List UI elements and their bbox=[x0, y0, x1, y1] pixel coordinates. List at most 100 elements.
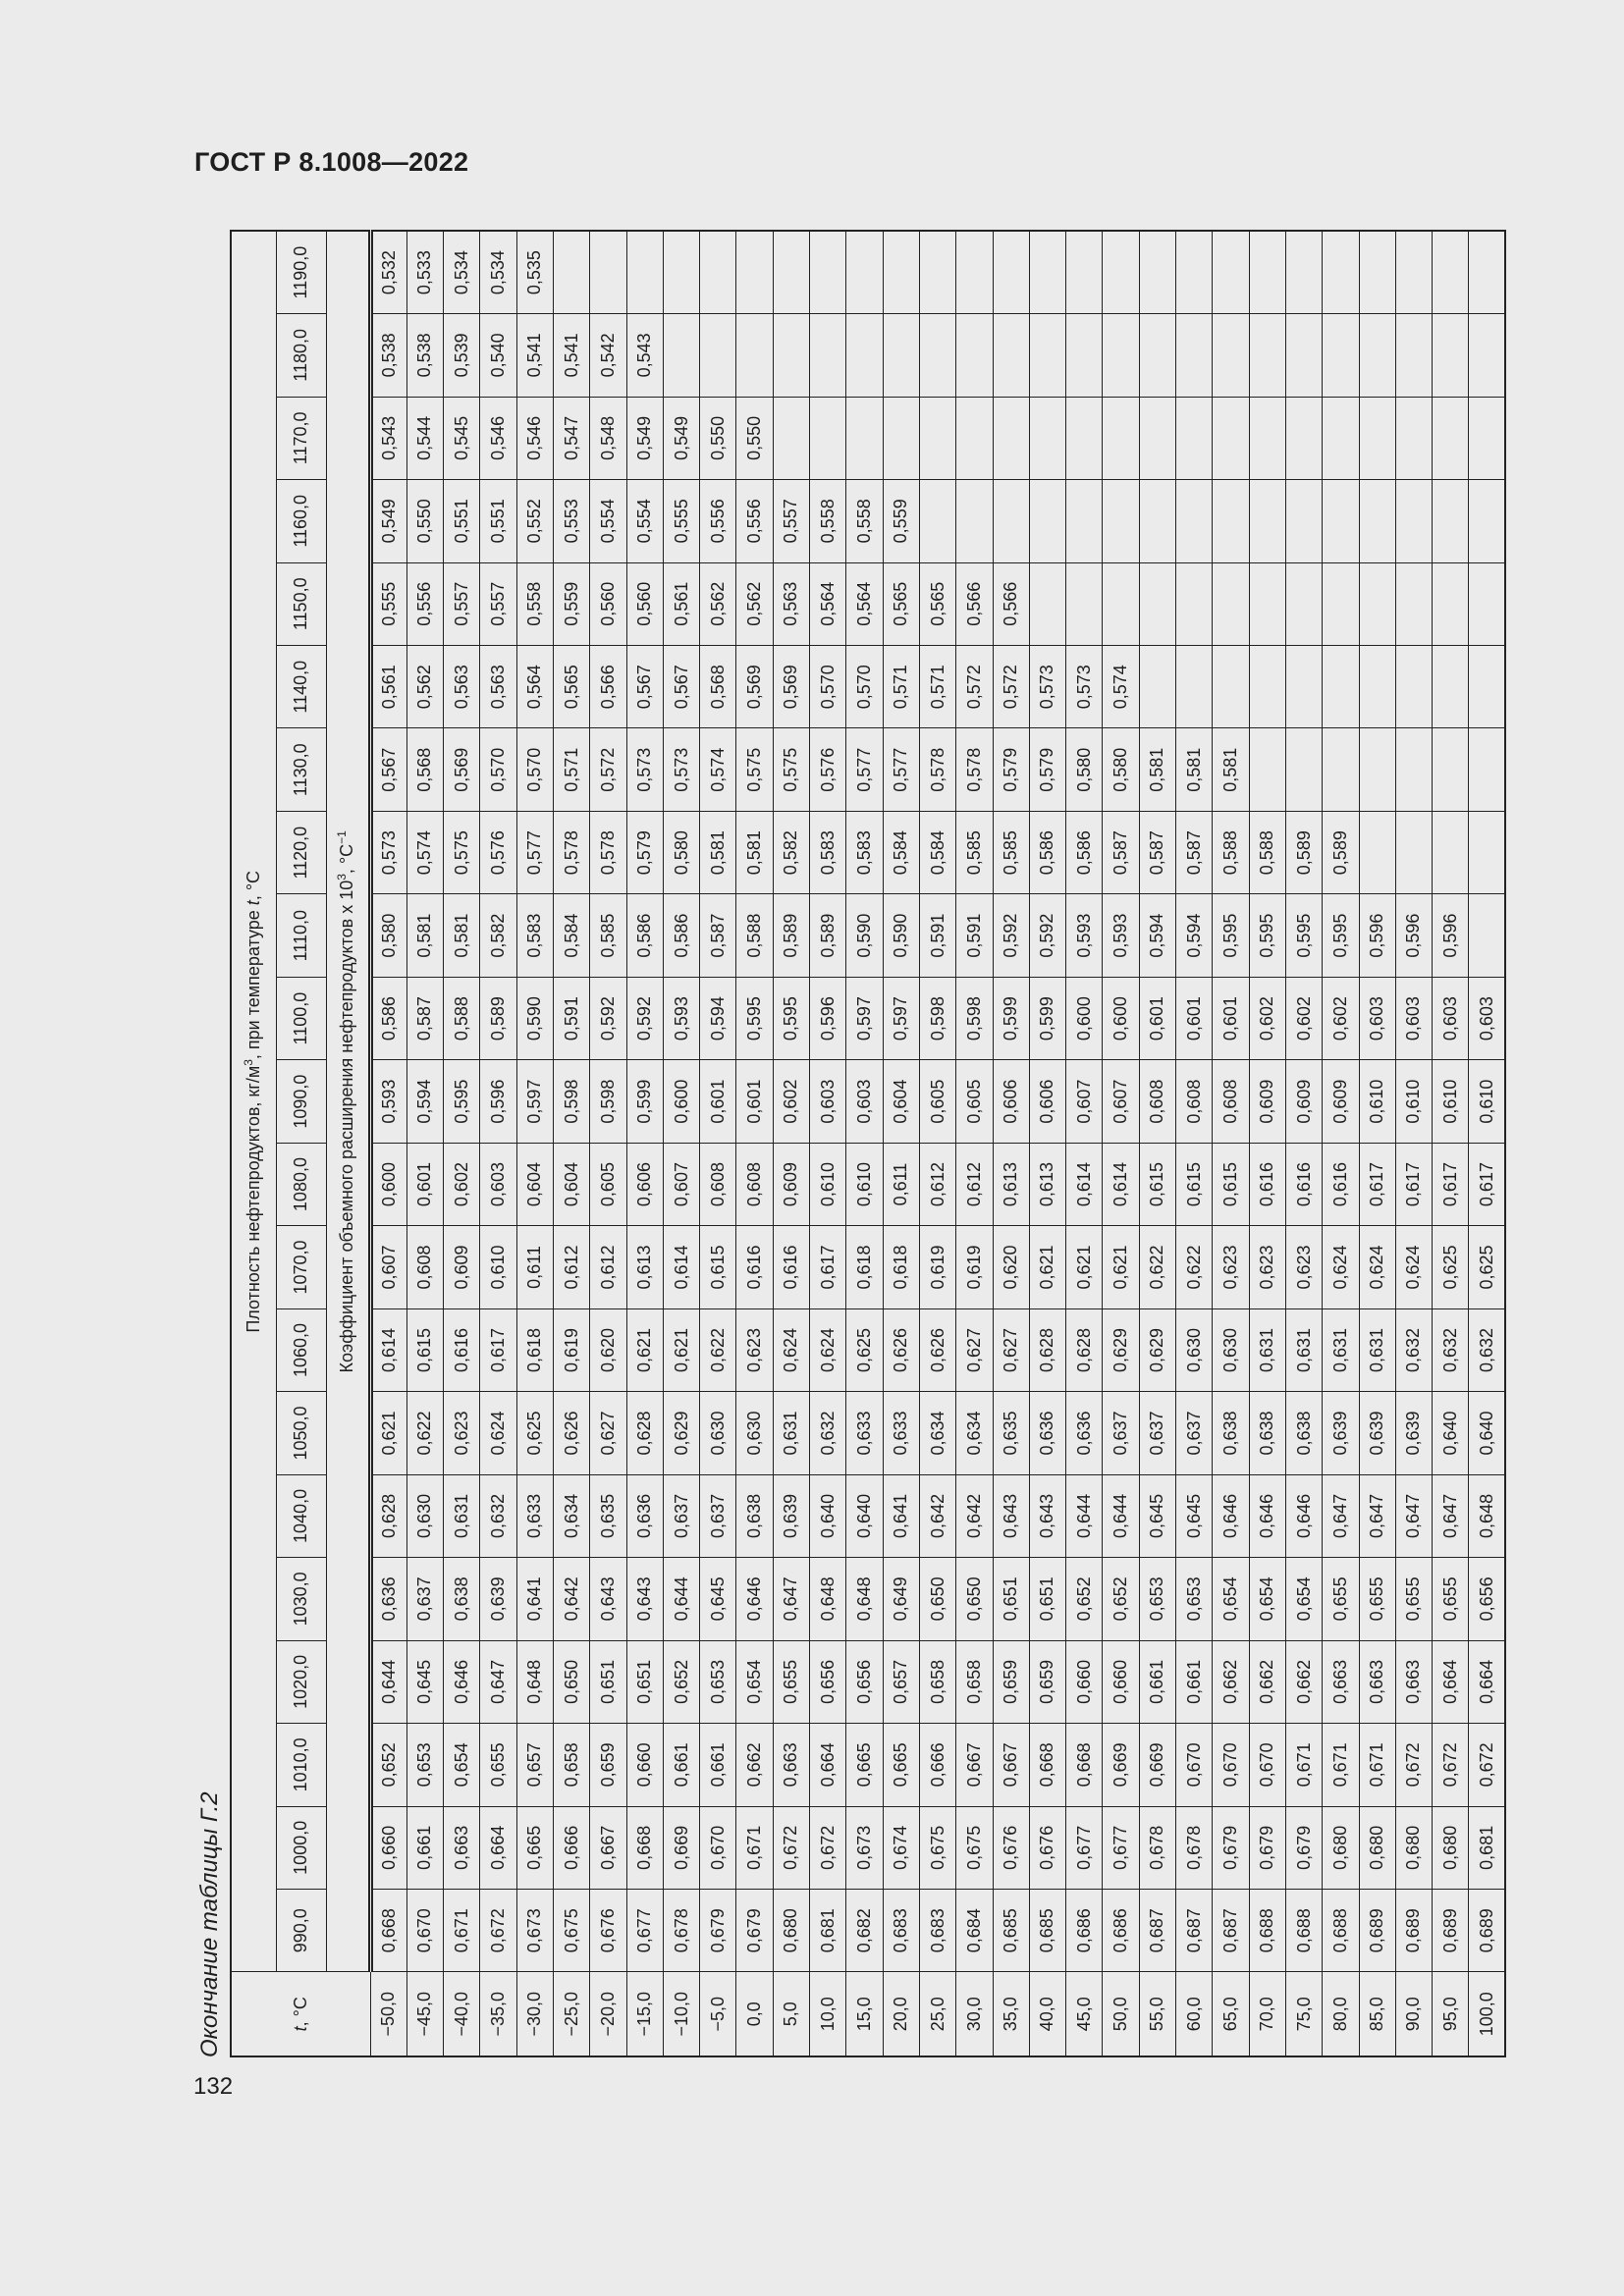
coefficient-cell: 0,632 bbox=[1432, 1308, 1469, 1392]
coefficient-cell: 0,609 bbox=[773, 1143, 810, 1226]
coefficient-cell: 0,563 bbox=[479, 645, 517, 728]
coefficient-cell: 0,645 bbox=[1139, 1474, 1176, 1558]
coefficient-cell: 0,647 bbox=[1322, 1474, 1360, 1558]
coefficient-cell: 0,571 bbox=[919, 645, 956, 728]
data-table: t, °C Плотность нефтепродуктов, кг/м3, п… bbox=[230, 230, 1507, 2057]
empty-cell bbox=[1139, 397, 1176, 480]
temperature-cell: 45,0 bbox=[1065, 1972, 1103, 2056]
coefficient-cell: 0,605 bbox=[589, 1143, 627, 1226]
coefficient-cell: 0,678 bbox=[1139, 1806, 1176, 1890]
temperature-cell: −25,0 bbox=[553, 1972, 590, 2056]
density-column-label: 1050,0 bbox=[276, 1391, 326, 1475]
temperature-cell: −40,0 bbox=[443, 1972, 480, 2056]
coefficient-cell: 0,660 bbox=[626, 1723, 664, 1807]
empty-cell bbox=[1212, 562, 1250, 646]
coefficient-cell: 0,612 bbox=[589, 1225, 627, 1309]
coefficient-cell: 0,580 bbox=[663, 811, 700, 894]
coefficient-cell: 0,580 bbox=[1065, 727, 1103, 812]
coefficient-cell: 0,592 bbox=[626, 977, 664, 1060]
coefficient-cell: 0,616 bbox=[1249, 1143, 1286, 1226]
coefficient-cell: 0,607 bbox=[1102, 1059, 1140, 1144]
coefficient-cell: 0,644 bbox=[1065, 1474, 1103, 1558]
coefficient-cell: 0,681 bbox=[809, 1889, 846, 1972]
coefficient-cell: 0,672 bbox=[809, 1806, 846, 1890]
empty-cell bbox=[1102, 313, 1140, 398]
coefficient-cell: 0,597 bbox=[845, 977, 884, 1060]
coefficient-cell: 0,588 bbox=[735, 893, 774, 978]
coefficient-cell: 0,647 bbox=[1359, 1474, 1396, 1558]
coefficient-cell: 0,581 bbox=[699, 811, 736, 894]
temperature-cell: 60,0 bbox=[1175, 1972, 1213, 2056]
coefficient-cell: 0,662 bbox=[1249, 1640, 1286, 1724]
coefficient-cell: 0,608 bbox=[735, 1143, 774, 1226]
coefficient-cell: 0,533 bbox=[406, 231, 444, 314]
table-row: 5,0 0,680 0,672 0,663 0,655 0,647 0,639 0,631 0,… bbox=[773, 231, 810, 2056]
coefficient-cell: 0,650 bbox=[955, 1557, 994, 1641]
coefficient-cell: 0,616 bbox=[735, 1225, 774, 1309]
coefficient-cell: 0,561 bbox=[663, 562, 700, 646]
coefficient-cell: 0,657 bbox=[516, 1723, 554, 1807]
temperature-cell: 90,0 bbox=[1395, 1972, 1433, 2056]
coefficient-cell: 0,648 bbox=[809, 1557, 846, 1641]
coefficient-cell: 0,566 bbox=[589, 645, 627, 728]
coefficient-cell: 0,650 bbox=[553, 1640, 590, 1724]
coefficient-cell: 0,628 bbox=[1029, 1308, 1066, 1392]
empty-cell bbox=[1432, 313, 1469, 398]
coefficient-cell: 0,639 bbox=[1322, 1391, 1360, 1475]
table-row: 55,0 0,687 0,678 0,669 0,661 0,653 0,645 0,637 0… bbox=[1139, 231, 1176, 2056]
empty-cell bbox=[1212, 313, 1250, 398]
coefficient-cell: 0,677 bbox=[1102, 1806, 1140, 1890]
coefficient-cell: 0,617 bbox=[1395, 1143, 1433, 1226]
coefficient-cell: 0,613 bbox=[993, 1143, 1030, 1226]
table-row: 15,0 0,682 0,673 0,665 0,656 0,648 0,640 0,633 0… bbox=[845, 231, 884, 2056]
table-row: 90,0 0,689 0,680 0,672 0,663 0,655 0,647 0,639 0… bbox=[1395, 231, 1433, 2056]
coefficient-cell: 0,667 bbox=[993, 1723, 1030, 1807]
temperature-cell: 35,0 bbox=[993, 1972, 1030, 2056]
coefficient-cell: 0,590 bbox=[516, 977, 554, 1060]
coefficient-cell: 0,631 bbox=[443, 1474, 480, 1558]
temperature-cell: 30,0 bbox=[955, 1972, 994, 2056]
coefficient-cell: 0,601 bbox=[699, 1059, 736, 1144]
coefficient-cell: 0,571 bbox=[883, 645, 920, 728]
density-header: Плотность нефтепродуктов, кг/м3, при тем… bbox=[231, 231, 276, 1972]
table-row: 60,0 0,687 0,678 0,670 0,661 0,653 0,645 0,637 0… bbox=[1175, 231, 1213, 2056]
empty-cell bbox=[1029, 562, 1066, 646]
coefficient-cell: 0,605 bbox=[955, 1059, 994, 1144]
coefficient-cell: 0,608 bbox=[1212, 1059, 1250, 1144]
coefficient-cell: 0,589 bbox=[479, 977, 517, 1060]
empty-cell bbox=[1359, 811, 1396, 894]
density-column-label: 1010,0 bbox=[276, 1723, 326, 1807]
coefficient-cell: 0,676 bbox=[1029, 1806, 1066, 1890]
coefficient-cell: 0,572 bbox=[589, 727, 627, 812]
coefficient-cell: 0,654 bbox=[443, 1723, 480, 1807]
coefficient-cell: 0,556 bbox=[406, 562, 444, 646]
coefficient-cell: 0,616 bbox=[1285, 1143, 1323, 1226]
coefficient-cell: 0,603 bbox=[1359, 977, 1396, 1060]
coefficient-cell: 0,571 bbox=[553, 727, 590, 812]
empty-cell bbox=[1212, 645, 1250, 728]
coefficient-cell: 0,534 bbox=[443, 231, 480, 314]
empty-cell bbox=[1249, 313, 1286, 398]
coefficient-cell: 0,610 bbox=[1468, 1059, 1506, 1144]
density-column-label: 1080,0 bbox=[276, 1143, 326, 1226]
coefficient-cell: 0,602 bbox=[1285, 977, 1323, 1060]
coefficient-cell: 0,637 bbox=[406, 1557, 444, 1641]
coefficient-cell: 0,661 bbox=[663, 1723, 700, 1807]
empty-cell bbox=[1285, 727, 1323, 812]
coefficient-cell: 0,665 bbox=[516, 1806, 554, 1890]
table-row: 75,0 0,688 0,679 0,671 0,662 0,654 0,646 0,638 0… bbox=[1285, 231, 1323, 2056]
coefficient-cell: 0,683 bbox=[883, 1889, 920, 1972]
empty-cell bbox=[1249, 231, 1286, 314]
coefficient-cell: 0,689 bbox=[1468, 1889, 1506, 1972]
coefficient-cell: 0,645 bbox=[1175, 1474, 1213, 1558]
coefficient-cell: 0,632 bbox=[1468, 1308, 1506, 1392]
coefficient-cell: 0,544 bbox=[406, 397, 444, 480]
coefficient-cell: 0,579 bbox=[626, 811, 664, 894]
coefficient-cell: 0,608 bbox=[1175, 1059, 1213, 1144]
empty-cell bbox=[1468, 313, 1506, 398]
coefficient-cell: 0,598 bbox=[955, 977, 994, 1060]
empty-cell bbox=[1175, 231, 1213, 314]
empty-cell bbox=[955, 397, 994, 480]
coefficient-cell: 0,593 bbox=[1065, 893, 1103, 978]
coefficient-cell: 0,617 bbox=[479, 1308, 517, 1392]
